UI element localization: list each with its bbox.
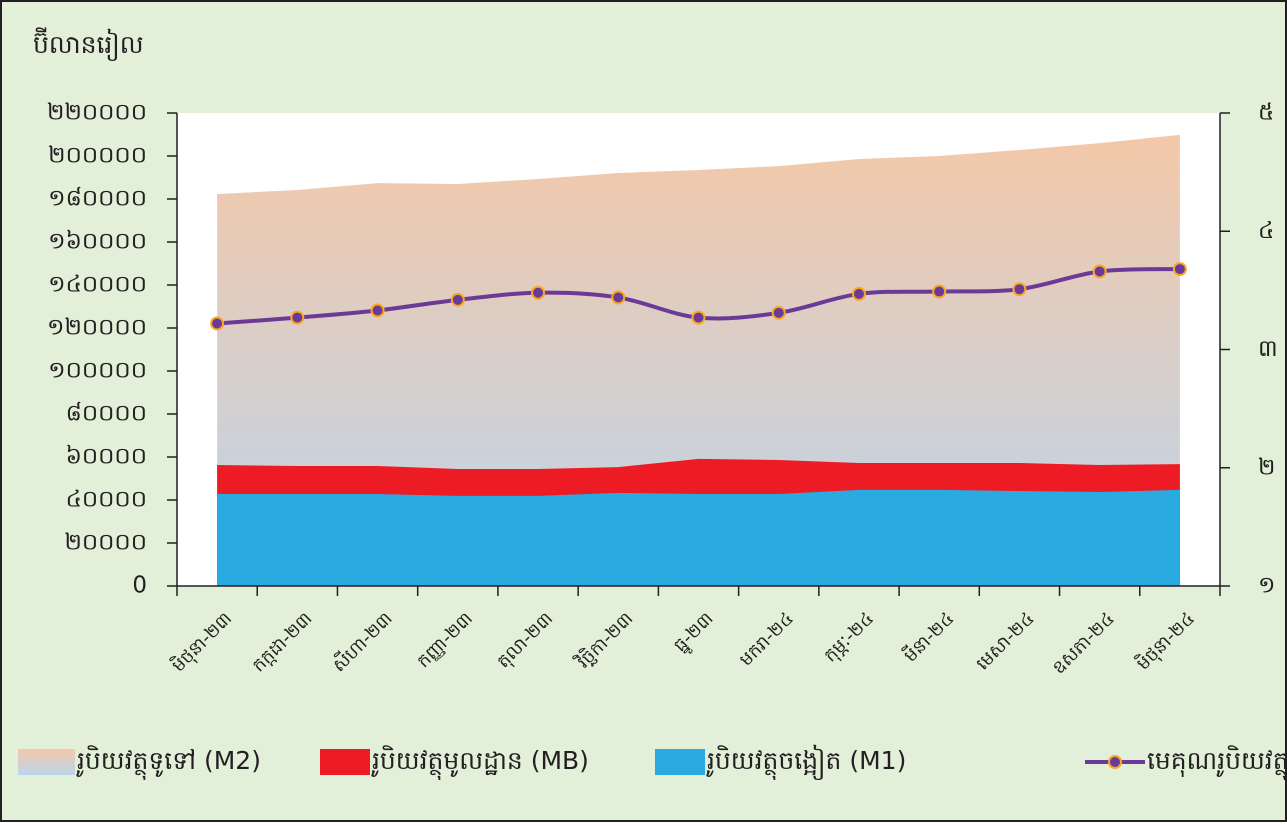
- y2-tick-label: ៣: [1258, 336, 1278, 362]
- marker: [691, 310, 706, 325]
- marker: [370, 303, 385, 318]
- legend-swatch: [320, 749, 370, 775]
- legend-label: រូបិយវត្ថុមូលដ្ឋាន (MB): [371, 745, 589, 780]
- y-tick-label: ១៤០០០០: [48, 272, 147, 298]
- y2-tick-label: ១: [1258, 573, 1275, 599]
- marker: [932, 284, 947, 299]
- y-tick-label: 0: [132, 573, 147, 599]
- marker: [1172, 262, 1187, 277]
- y2-tick-label: ៤: [1258, 218, 1274, 244]
- y-tick-label: ២២០០០០: [47, 100, 147, 126]
- y-tick-label: ២០០០០០: [48, 143, 147, 169]
- marker: [290, 310, 305, 325]
- legend-label: មេគុណរូបិយវត្ថុ(ស្តាំ): [1147, 745, 1287, 780]
- y-tick-label: ១៨០០០០: [48, 186, 147, 212]
- marker: [531, 285, 546, 300]
- y-tick-label: ២០០០០: [64, 530, 147, 556]
- legend-marker: [1108, 755, 1122, 769]
- y-tick-label: ១០០០០០: [48, 358, 147, 384]
- y-tick-label: ១២០០០០: [47, 315, 147, 341]
- y-tick-label: ៤០០០០: [66, 487, 147, 513]
- marker: [771, 305, 786, 320]
- marker: [1012, 282, 1027, 297]
- y-tick-label: ៦០០០០: [66, 444, 147, 470]
- y-tick-label: ៨០០០០: [66, 401, 147, 427]
- legend-swatch: [18, 749, 75, 775]
- y2-tick-label: ២: [1258, 454, 1275, 480]
- y2-tick-label: ៥: [1258, 100, 1274, 126]
- legend-swatch: [655, 749, 705, 775]
- marker: [851, 286, 866, 301]
- marker: [611, 290, 626, 305]
- legend-label: រូបិយវត្ថុចង្អៀត (M1): [706, 744, 906, 780]
- y-tick-label: ១៦០០០០: [48, 229, 147, 255]
- area: [217, 489, 1180, 586]
- y-axis-title: ប៊ីលានរៀល: [33, 27, 144, 61]
- marker: [450, 292, 465, 307]
- marker: [210, 316, 225, 331]
- legend-label: រូបិយវត្ថុទូទៅ (M2): [76, 745, 261, 780]
- marker: [1092, 264, 1107, 279]
